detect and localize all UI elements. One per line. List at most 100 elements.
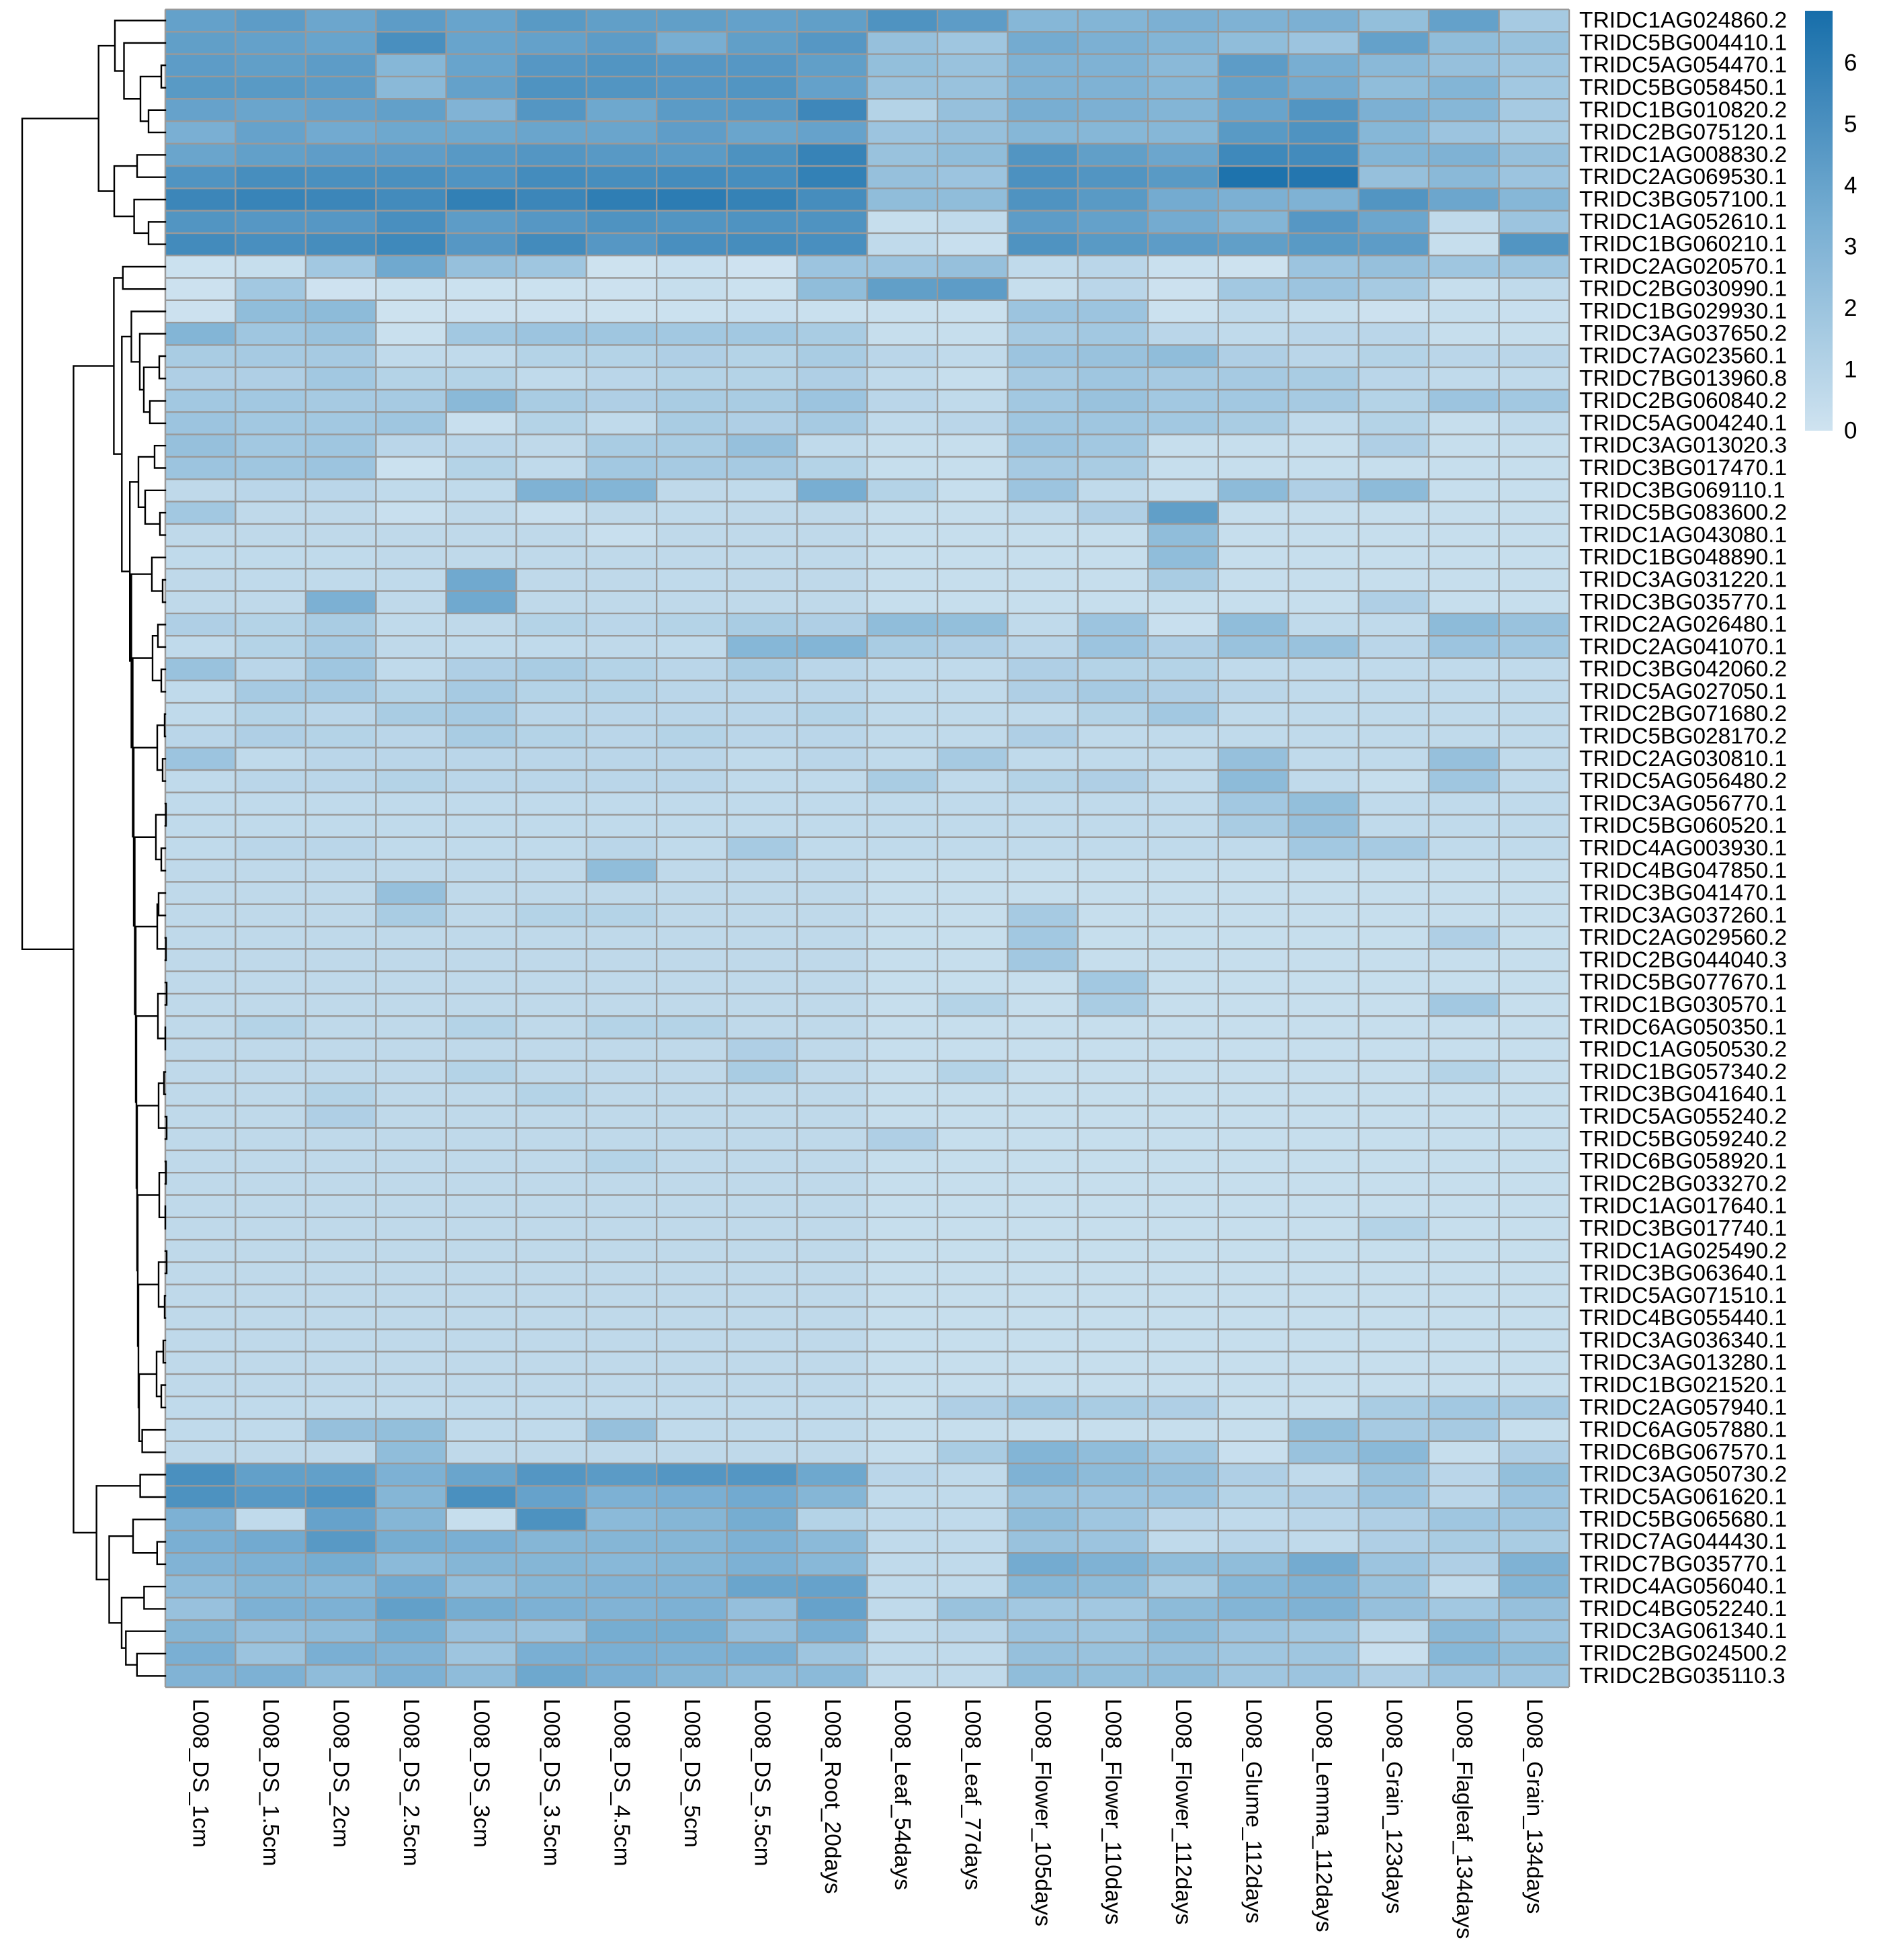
svg-text:L008_Flower_105days: L008_Flower_105days [1030, 1699, 1055, 1926]
svg-text:TRIDC6AG057880.1: TRIDC6AG057880.1 [1579, 1418, 1787, 1443]
svg-text:TRIDC3AG013020.3: TRIDC3AG013020.3 [1579, 433, 1787, 458]
svg-text:L008_DS_3.5cm: L008_DS_3.5cm [539, 1699, 564, 1867]
svg-text:TRIDC3BG041470.1: TRIDC3BG041470.1 [1579, 881, 1787, 906]
svg-text:TRIDC5BG077670.1: TRIDC5BG077670.1 [1579, 970, 1787, 995]
svg-text:TRIDC1AG008830.2: TRIDC1AG008830.2 [1579, 142, 1787, 167]
svg-text:TRIDC5AG061620.1: TRIDC5AG061620.1 [1579, 1485, 1787, 1510]
svg-text:TRIDC1AG052610.1: TRIDC1AG052610.1 [1579, 210, 1787, 235]
svg-text:TRIDC4AG056040.1: TRIDC4AG056040.1 [1579, 1574, 1787, 1599]
svg-text:TRIDC5BG065680.1: TRIDC5BG065680.1 [1579, 1507, 1787, 1532]
svg-text:1: 1 [1844, 356, 1857, 382]
svg-text:L008_Grain_123days: L008_Grain_123days [1381, 1699, 1406, 1914]
svg-text:TRIDC7BG035770.1: TRIDC7BG035770.1 [1579, 1551, 1787, 1576]
svg-text:TRIDC1AG017640.1: TRIDC1AG017640.1 [1579, 1194, 1787, 1219]
svg-text:L008_Glume_112days: L008_Glume_112days [1241, 1699, 1266, 1924]
svg-text:TRIDC2AG030810.1: TRIDC2AG030810.1 [1579, 747, 1787, 771]
svg-text:TRIDC3AG013280.1: TRIDC3AG013280.1 [1579, 1351, 1787, 1375]
svg-text:TRIDC2AG029560.2: TRIDC2AG029560.2 [1579, 925, 1787, 950]
svg-text:TRIDC5AG027050.1: TRIDC5AG027050.1 [1579, 679, 1787, 704]
svg-text:TRIDC1BG021520.1: TRIDC1BG021520.1 [1579, 1373, 1787, 1398]
svg-text:L008_Leaf_77days: L008_Leaf_77days [960, 1699, 985, 1890]
svg-text:TRIDC2BG024500.2: TRIDC2BG024500.2 [1579, 1642, 1787, 1666]
svg-text:TRIDC5AG071510.1: TRIDC5AG071510.1 [1579, 1283, 1787, 1308]
svg-text:TRIDC3AG050730.2: TRIDC3AG050730.2 [1579, 1462, 1787, 1487]
svg-text:L008_DS_2cm: L008_DS_2cm [329, 1699, 353, 1848]
svg-text:TRIDC3BG057100.1: TRIDC3BG057100.1 [1579, 187, 1787, 212]
svg-text:L008_DS_2.5cm: L008_DS_2.5cm [399, 1699, 423, 1867]
svg-text:TRIDC2BG060840.2: TRIDC2BG060840.2 [1579, 388, 1787, 413]
svg-text:TRIDC3BG017740.1: TRIDC3BG017740.1 [1579, 1216, 1787, 1241]
svg-text:TRIDC5AG004240.1: TRIDC5AG004240.1 [1579, 411, 1787, 435]
svg-text:L008_DS_1cm: L008_DS_1cm [188, 1699, 213, 1848]
svg-text:L008_Flower_112days: L008_Flower_112days [1171, 1699, 1196, 1924]
svg-text:TRIDC1AG043080.1: TRIDC1AG043080.1 [1579, 523, 1787, 548]
svg-text:TRIDC5BG058450.1: TRIDC5BG058450.1 [1579, 75, 1787, 100]
svg-text:TRIDC3BG035770.1: TRIDC3BG035770.1 [1579, 590, 1787, 615]
svg-text:TRIDC1BG048890.1: TRIDC1BG048890.1 [1579, 545, 1787, 570]
svg-text:TRIDC1AG024860.2: TRIDC1AG024860.2 [1579, 8, 1787, 33]
svg-text:TRIDC6AG050350.1: TRIDC6AG050350.1 [1579, 1015, 1787, 1039]
svg-text:L008_DS_5.5cm: L008_DS_5.5cm [749, 1699, 774, 1867]
svg-text:TRIDC3AG031220.1: TRIDC3AG031220.1 [1579, 568, 1787, 593]
svg-text:L008_Grain_134days: L008_Grain_134days [1521, 1699, 1546, 1914]
svg-text:TRIDC5BG028170.2: TRIDC5BG028170.2 [1579, 724, 1787, 749]
svg-text:TRIDC4BG052240.1: TRIDC4BG052240.1 [1579, 1596, 1787, 1621]
svg-text:TRIDC2BG035110.3: TRIDC2BG035110.3 [1579, 1664, 1786, 1689]
svg-text:TRIDC2BG030990.1: TRIDC2BG030990.1 [1579, 277, 1787, 302]
svg-text:TRIDC3AG061340.1: TRIDC3AG061340.1 [1579, 1619, 1787, 1644]
svg-text:TRIDC6BG067570.1: TRIDC6BG067570.1 [1579, 1440, 1787, 1465]
svg-text:TRIDC2BG075120.1: TRIDC2BG075120.1 [1579, 120, 1787, 145]
svg-text:TRIDC3AG056770.1: TRIDC3AG056770.1 [1579, 791, 1787, 816]
svg-text:L008_DS_5cm: L008_DS_5cm [679, 1699, 704, 1848]
svg-text:TRIDC3BG042060.2: TRIDC3BG042060.2 [1579, 657, 1787, 682]
svg-text:TRIDC3AG037650.2: TRIDC3AG037650.2 [1579, 321, 1787, 346]
svg-text:TRIDC1BG057340.2: TRIDC1BG057340.2 [1579, 1060, 1787, 1084]
svg-text:TRIDC4AG003930.1: TRIDC4AG003930.1 [1579, 836, 1787, 861]
svg-text:TRIDC2BG044040.3: TRIDC2BG044040.3 [1579, 948, 1787, 973]
svg-text:TRIDC1BG030570.1: TRIDC1BG030570.1 [1579, 992, 1787, 1017]
svg-text:L008_Lemma_112days: L008_Lemma_112days [1311, 1699, 1336, 1932]
svg-text:TRIDC3BG063640.1: TRIDC3BG063640.1 [1579, 1261, 1787, 1286]
svg-text:TRIDC5AG056480.2: TRIDC5AG056480.2 [1579, 769, 1787, 794]
svg-text:L008_Leaf_54days: L008_Leaf_54days [890, 1699, 915, 1890]
svg-text:TRIDC3AG037260.1: TRIDC3AG037260.1 [1579, 903, 1787, 928]
svg-text:TRIDC1AG050530.2: TRIDC1AG050530.2 [1579, 1037, 1787, 1062]
svg-text:TRIDC2AG069530.1: TRIDC2AG069530.1 [1579, 165, 1787, 189]
svg-text:TRIDC5BG060520.1: TRIDC5BG060520.1 [1579, 814, 1787, 839]
svg-text:L008_DS_4.5cm: L008_DS_4.5cm [609, 1699, 634, 1867]
svg-text:TRIDC3BG041640.1: TRIDC3BG041640.1 [1579, 1082, 1787, 1107]
svg-text:TRIDC2AG041070.1: TRIDC2AG041070.1 [1579, 634, 1787, 659]
svg-text:TRIDC5BG004410.1: TRIDC5BG004410.1 [1579, 30, 1787, 55]
svg-text:TRIDC3AG036340.1: TRIDC3AG036340.1 [1579, 1328, 1787, 1353]
svg-text:TRIDC7AG044430.1: TRIDC7AG044430.1 [1579, 1529, 1787, 1554]
svg-text:TRIDC1BG010820.2: TRIDC1BG010820.2 [1579, 97, 1787, 122]
svg-text:TRIDC1BG060210.1: TRIDC1BG060210.1 [1579, 232, 1787, 257]
svg-text:L008_Root_20days: L008_Root_20days [820, 1699, 845, 1894]
svg-text:TRIDC5BG059240.2: TRIDC5BG059240.2 [1579, 1127, 1787, 1152]
svg-text:TRIDC4BG047850.1: TRIDC4BG047850.1 [1579, 858, 1787, 883]
svg-text:3: 3 [1844, 234, 1857, 260]
svg-text:0: 0 [1844, 418, 1857, 444]
svg-text:TRIDC1AG025490.2: TRIDC1AG025490.2 [1579, 1238, 1787, 1263]
svg-text:2: 2 [1844, 295, 1857, 321]
svg-text:TRIDC2AG020570.1: TRIDC2AG020570.1 [1579, 254, 1787, 279]
svg-text:TRIDC5AG055240.2: TRIDC5AG055240.2 [1579, 1105, 1787, 1130]
svg-text:TRIDC1BG029930.1: TRIDC1BG029930.1 [1579, 299, 1787, 324]
svg-text:TRIDC7BG013960.8: TRIDC7BG013960.8 [1579, 366, 1787, 391]
svg-text:TRIDC5BG083600.2: TRIDC5BG083600.2 [1579, 501, 1787, 525]
svg-text:L008_DS_1.5cm: L008_DS_1.5cm [258, 1699, 283, 1867]
svg-text:TRIDC7AG023560.1: TRIDC7AG023560.1 [1579, 344, 1787, 369]
svg-text:6: 6 [1844, 50, 1857, 76]
svg-text:TRIDC4BG055440.1: TRIDC4BG055440.1 [1579, 1306, 1787, 1330]
svg-text:4: 4 [1844, 173, 1857, 199]
svg-text:L008_Flower_110days: L008_Flower_110days [1101, 1699, 1126, 1924]
svg-text:TRIDC2BG033270.2: TRIDC2BG033270.2 [1579, 1171, 1787, 1196]
svg-text:TRIDC2AG057940.1: TRIDC2AG057940.1 [1579, 1395, 1787, 1420]
svg-text:L008_Flagleaf_134days: L008_Flagleaf_134days [1452, 1699, 1476, 1939]
svg-text:TRIDC6BG058920.1: TRIDC6BG058920.1 [1579, 1149, 1787, 1174]
svg-text:TRIDC2BG071680.2: TRIDC2BG071680.2 [1579, 701, 1787, 726]
svg-text:TRIDC5AG054470.1: TRIDC5AG054470.1 [1579, 53, 1787, 78]
svg-text:5: 5 [1844, 111, 1857, 137]
svg-text:TRIDC2AG026480.1: TRIDC2AG026480.1 [1579, 612, 1787, 637]
svg-text:L008_DS_3cm: L008_DS_3cm [469, 1699, 494, 1848]
